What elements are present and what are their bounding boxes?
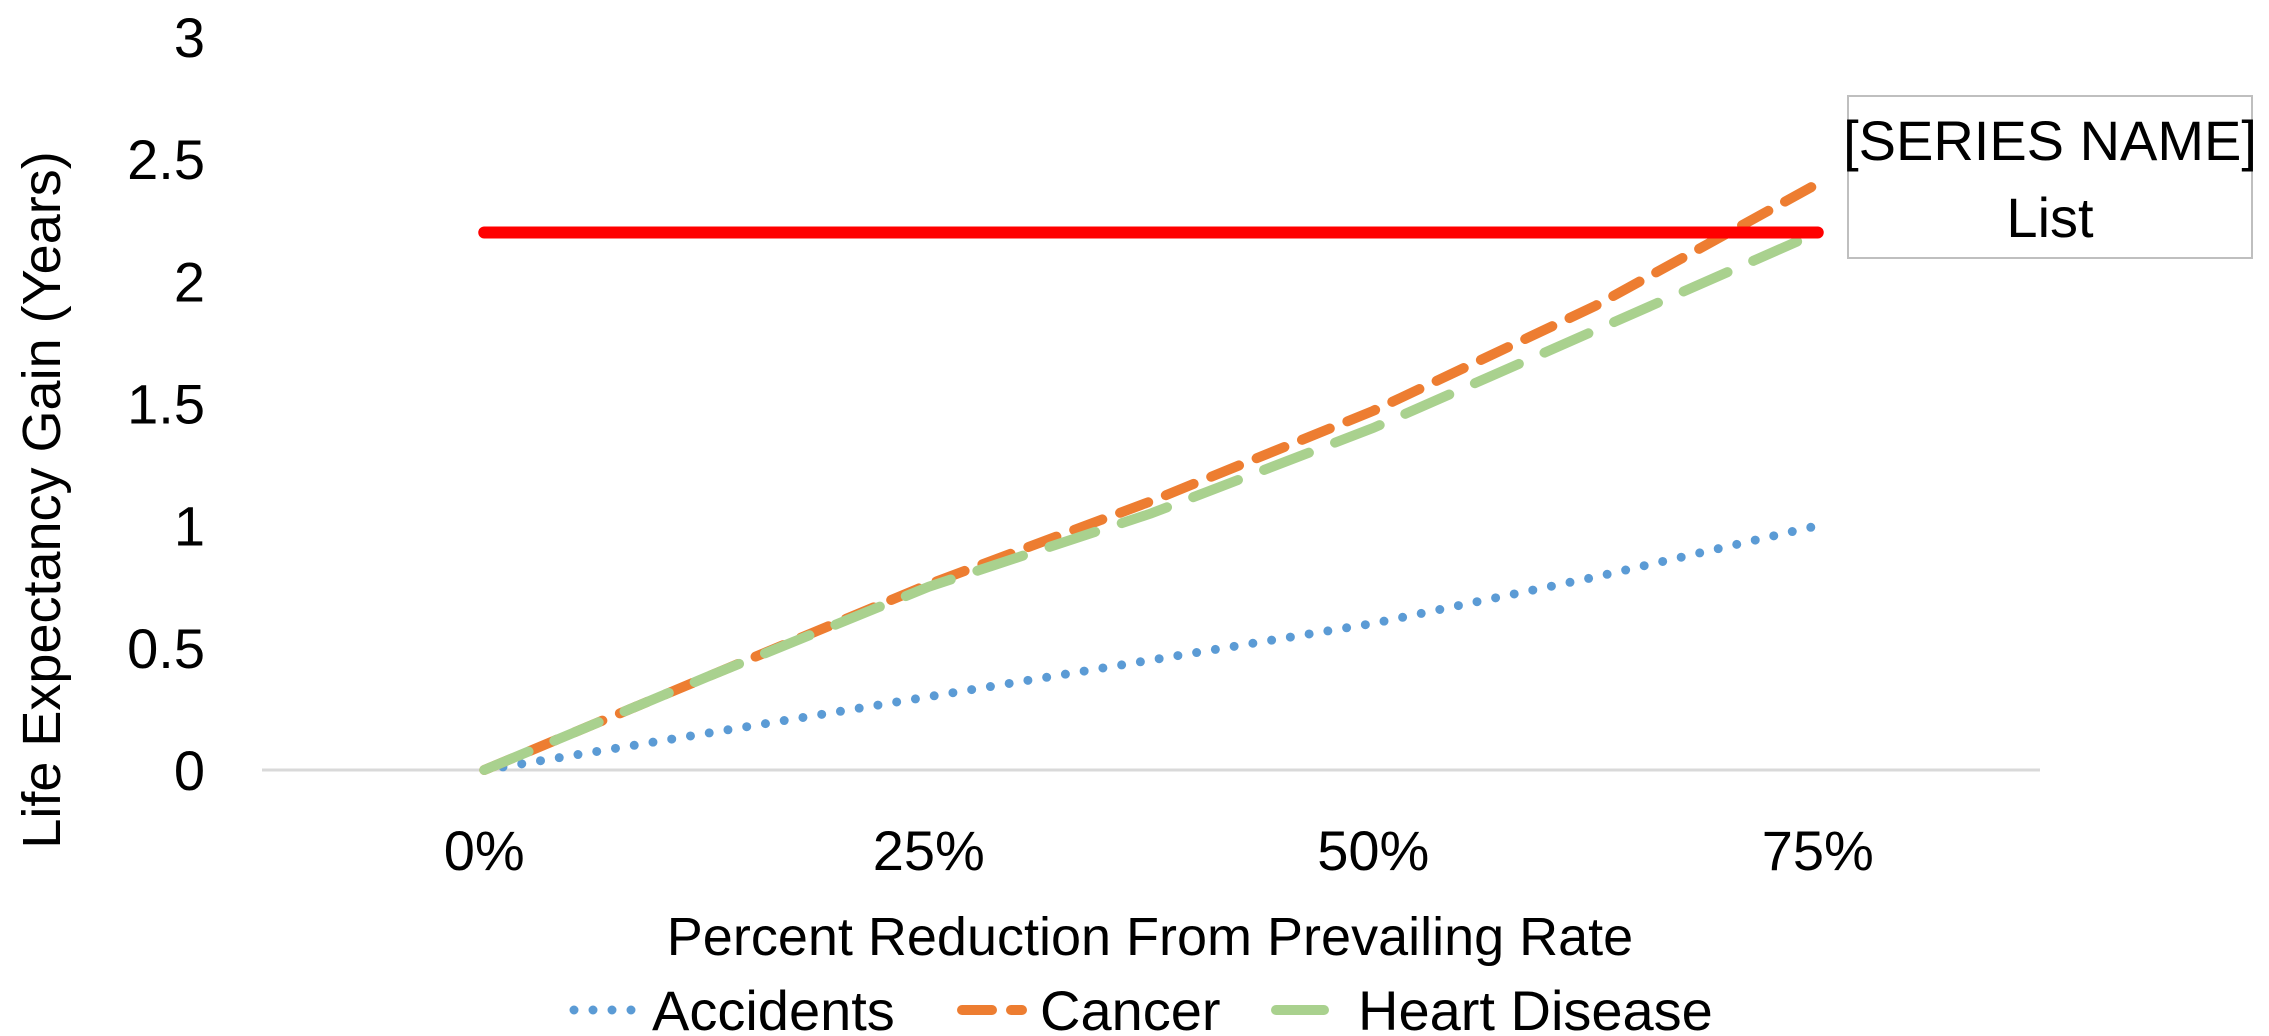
y-tick-label: 1.5: [127, 373, 205, 436]
legend: Accidents Cancer Heart Disease: [569, 979, 1713, 1036]
legend-label: Heart Disease: [1358, 979, 1713, 1036]
y-tick-label: 0.5: [127, 617, 205, 680]
y-tick-label: 2: [174, 250, 205, 313]
series-line-cancer: [479, 178, 1823, 775]
x-tick-label: 0%: [444, 819, 525, 882]
legend-label: Cancer: [1040, 979, 1221, 1036]
x-tick-label: 25%: [873, 819, 985, 882]
x-tick-label: 50%: [1317, 819, 1429, 882]
callout-line-1: [SERIES NAME]: [1843, 109, 2257, 172]
x-axis-ticks: 0% 25% 50% 75%: [444, 819, 1874, 882]
series-lines: [479, 178, 1823, 775]
y-tick-label: 2.5: [127, 128, 205, 191]
y-tick-label: 3: [174, 6, 205, 69]
y-tick-label: 0: [174, 739, 205, 802]
y-axis-ticks: 0 0.5 1 1.5 2 2.5 3: [127, 6, 205, 802]
x-axis-title: Percent Reduction From Prevailing Rate: [667, 907, 1633, 967]
callout-box: [SERIES NAME] List: [1843, 95, 2257, 259]
x-tick-label: 75%: [1762, 819, 1874, 882]
series-line-accidents: [479, 521, 1823, 775]
legend-label: Accidents: [652, 979, 895, 1036]
y-tick-label: 1: [174, 495, 205, 558]
y-axis-title: Life Expectancy Gain (Years): [12, 151, 72, 848]
callout-line-2: List: [2006, 186, 2094, 249]
series-line-heart-disease: [479, 227, 1823, 775]
